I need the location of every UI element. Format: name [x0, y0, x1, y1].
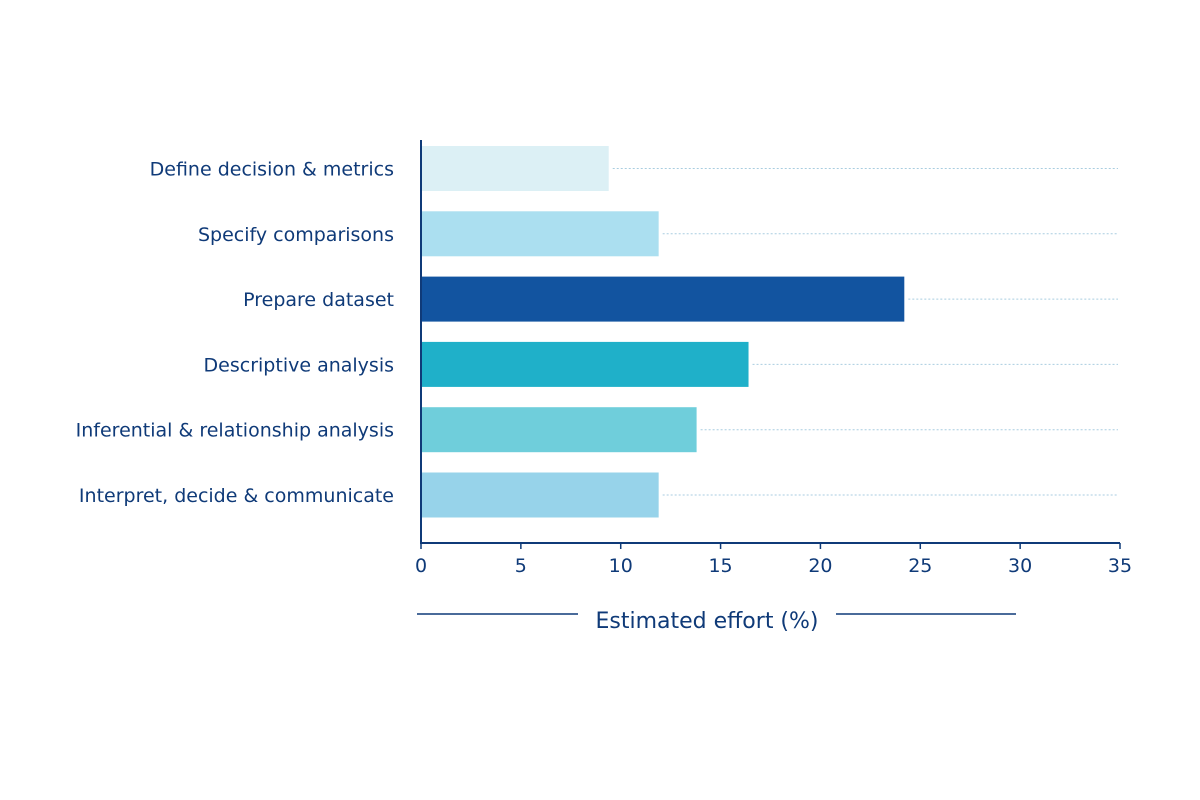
- bar: [421, 472, 659, 518]
- bars: [421, 146, 905, 518]
- bar: [421, 276, 905, 322]
- tick-label: 30: [1008, 555, 1032, 577]
- category-label: Descriptive analysis: [204, 354, 394, 376]
- bar: [421, 341, 749, 387]
- bar: [421, 146, 609, 191]
- category-label: Define decision & metrics: [150, 159, 394, 181]
- tick-label: 10: [609, 555, 633, 577]
- tick-label: 0: [415, 555, 427, 577]
- category-labels: Define decision & metrics Specify compari…: [76, 159, 394, 508]
- tick-label: 5: [515, 555, 527, 577]
- bar: [421, 407, 697, 453]
- tick-label: 20: [808, 555, 832, 577]
- tick-label: 25: [908, 555, 932, 577]
- bar: [421, 211, 659, 257]
- tick-label: 35: [1108, 555, 1132, 577]
- category-label: Inferential & relationship analysis: [76, 420, 394, 442]
- category-label: Interpret, decide & communicate: [79, 485, 394, 507]
- x-ticks: 0 5 10 15 20 25 30 35: [415, 543, 1132, 577]
- tick-label: 15: [708, 555, 732, 577]
- gridlines: [612, 168, 1118, 496]
- category-label: Specify comparisons: [198, 224, 394, 246]
- category-label: Prepare dataset: [243, 289, 394, 311]
- x-axis-label: Estimated effort (%): [595, 609, 818, 634]
